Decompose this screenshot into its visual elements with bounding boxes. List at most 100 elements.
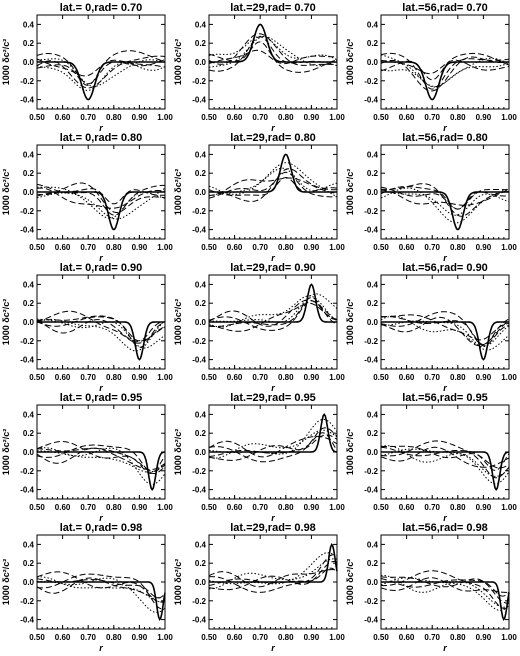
y-tick-label: 0.0	[195, 578, 207, 587]
comparison-curve-6	[36, 447, 166, 471]
comparison-curve-6	[208, 33, 338, 66]
y-axis-label: 1000 δc²/c²	[1, 39, 11, 86]
x-axis-label: r	[99, 513, 103, 523]
comparison-curve-4	[380, 320, 510, 351]
x-tick-label: 0.90	[132, 373, 148, 382]
y-tick-label: 0.2	[367, 299, 379, 308]
y-tick-label: -0.4	[20, 616, 34, 625]
x-tick-label: 0.90	[304, 243, 320, 252]
y-axis-label: 1000 δc²/c²	[345, 299, 355, 346]
y-tick-label: 0.0	[23, 318, 35, 327]
x-tick-label: 0.70	[424, 373, 440, 382]
x-tick-label: 0.80	[450, 633, 466, 642]
panel-title: lat.=29,rad= 0.95	[230, 392, 316, 404]
y-tick-label: -0.2	[20, 207, 34, 216]
comparison-curve-6	[209, 177, 338, 196]
comparison-curve-6	[208, 299, 338, 327]
x-tick-label: 0.80	[106, 633, 122, 642]
x-tick-label: 0.90	[476, 113, 492, 122]
panel-1: lat.= 0,rad= 0.70 0.50 0.60 0.70 0.80 0.90 1.0…	[1, 2, 173, 133]
y-tick-label: 0.4	[367, 410, 379, 419]
comparison-curve-3	[208, 49, 337, 65]
x-tick-label: 0.70	[80, 373, 96, 382]
x-tick-label: 1.00	[329, 113, 345, 122]
y-tick-label: 0.2	[23, 39, 35, 48]
y-tick-label: 0.0	[23, 188, 35, 197]
comparison-curve-5	[36, 187, 166, 220]
x-tick-label: 0.50	[201, 373, 217, 382]
comparison-curve-2	[209, 554, 338, 593]
comparison-curve-3	[208, 561, 338, 591]
x-tick-label: 0.60	[55, 373, 71, 382]
comparison-curve-2	[36, 183, 165, 216]
panel-title: lat.=56,rad= 0.98	[402, 522, 488, 534]
x-tick-label: 0.50	[373, 373, 389, 382]
y-axis-label: 1000 δc²/c²	[1, 169, 11, 216]
comparison-curve-2	[208, 300, 338, 331]
x-tick-label: 0.60	[399, 373, 415, 382]
comparison-curve-2	[380, 440, 510, 479]
x-tick-label: 0.80	[450, 503, 466, 512]
comparison-curve-2	[381, 570, 510, 609]
y-tick-label: -0.4	[20, 356, 34, 365]
panel-title: lat.=56,rad= 0.90	[402, 262, 488, 274]
x-tick-label: 0.80	[450, 113, 466, 122]
x-axis-label: r	[271, 643, 275, 653]
comparison-curve-5	[208, 162, 338, 198]
y-tick-label: -0.4	[364, 486, 378, 495]
y-axis-label: 1000 δc²/c²	[1, 299, 11, 346]
y-tick-label: -0.4	[20, 226, 34, 235]
x-tick-label: 0.70	[252, 243, 268, 252]
y-tick-label: 0.2	[195, 169, 207, 178]
y-tick-label: -0.4	[20, 486, 34, 495]
panel-title: lat.= 0,rad= 0.70	[60, 2, 143, 14]
comparison-curve-4	[37, 186, 166, 219]
comparison-curve-6	[36, 577, 166, 599]
y-tick-label: 0.2	[367, 39, 379, 48]
panel-3: lat.=56,rad= 0.70 0.50 0.60 0.70 0.80 0.90 1.0…	[345, 2, 517, 133]
x-tick-label: 0.50	[29, 503, 45, 512]
x-tick-label: 0.60	[55, 113, 71, 122]
y-tick-label: -0.4	[192, 356, 206, 365]
y-tick-label: 0.4	[195, 150, 207, 159]
solid-curve	[209, 23, 337, 63]
x-tick-label: 0.80	[450, 243, 466, 252]
x-tick-label: 0.50	[373, 503, 389, 512]
comparison-curve-2	[36, 573, 166, 610]
x-tick-label: 0.70	[80, 243, 96, 252]
y-tick-label: 0.4	[23, 280, 35, 289]
x-tick-label: 1.00	[329, 633, 345, 642]
x-tick-label: 0.90	[132, 113, 148, 122]
x-tick-label: 0.60	[227, 633, 243, 642]
y-tick-label: -0.4	[192, 226, 206, 235]
y-tick-label: 0.4	[195, 20, 207, 29]
y-tick-label: 0.4	[23, 150, 35, 159]
y-tick-label: -0.4	[364, 356, 378, 365]
comparison-curve-6	[36, 319, 166, 342]
comparison-curve-3	[380, 445, 510, 469]
comparison-curve-5	[36, 576, 166, 603]
comparison-curve-6	[380, 577, 510, 593]
x-tick-label: 0.80	[106, 243, 122, 252]
y-tick-label: -0.2	[364, 337, 378, 346]
solid-curve	[381, 581, 510, 622]
comparison-curve-3	[208, 434, 338, 461]
x-tick-label: 0.70	[424, 503, 440, 512]
x-tick-label: 0.60	[55, 633, 71, 642]
y-axis-label: 1000 δc²/c²	[173, 429, 183, 476]
x-tick-label: 0.70	[80, 113, 96, 122]
x-tick-label: 0.60	[227, 243, 243, 252]
x-tick-label: 0.60	[227, 113, 243, 122]
x-tick-label: 1.00	[501, 113, 517, 122]
panel-2: lat.=29,rad= 0.70 0.50 0.60 0.70 0.80 0.90 1.0…	[173, 2, 345, 133]
x-axis-label: r	[443, 123, 447, 133]
x-tick-label: 1.00	[157, 633, 173, 642]
comparison-curve-2	[208, 36, 338, 72]
x-tick-label: 0.80	[106, 373, 122, 382]
y-tick-label: -0.4	[192, 616, 206, 625]
x-tick-label: 0.50	[373, 243, 389, 252]
panel-title: lat.=56,rad= 0.70	[402, 2, 488, 14]
y-tick-label: 0.0	[195, 448, 207, 457]
x-tick-label: 1.00	[329, 503, 345, 512]
solid-curve	[37, 451, 166, 492]
